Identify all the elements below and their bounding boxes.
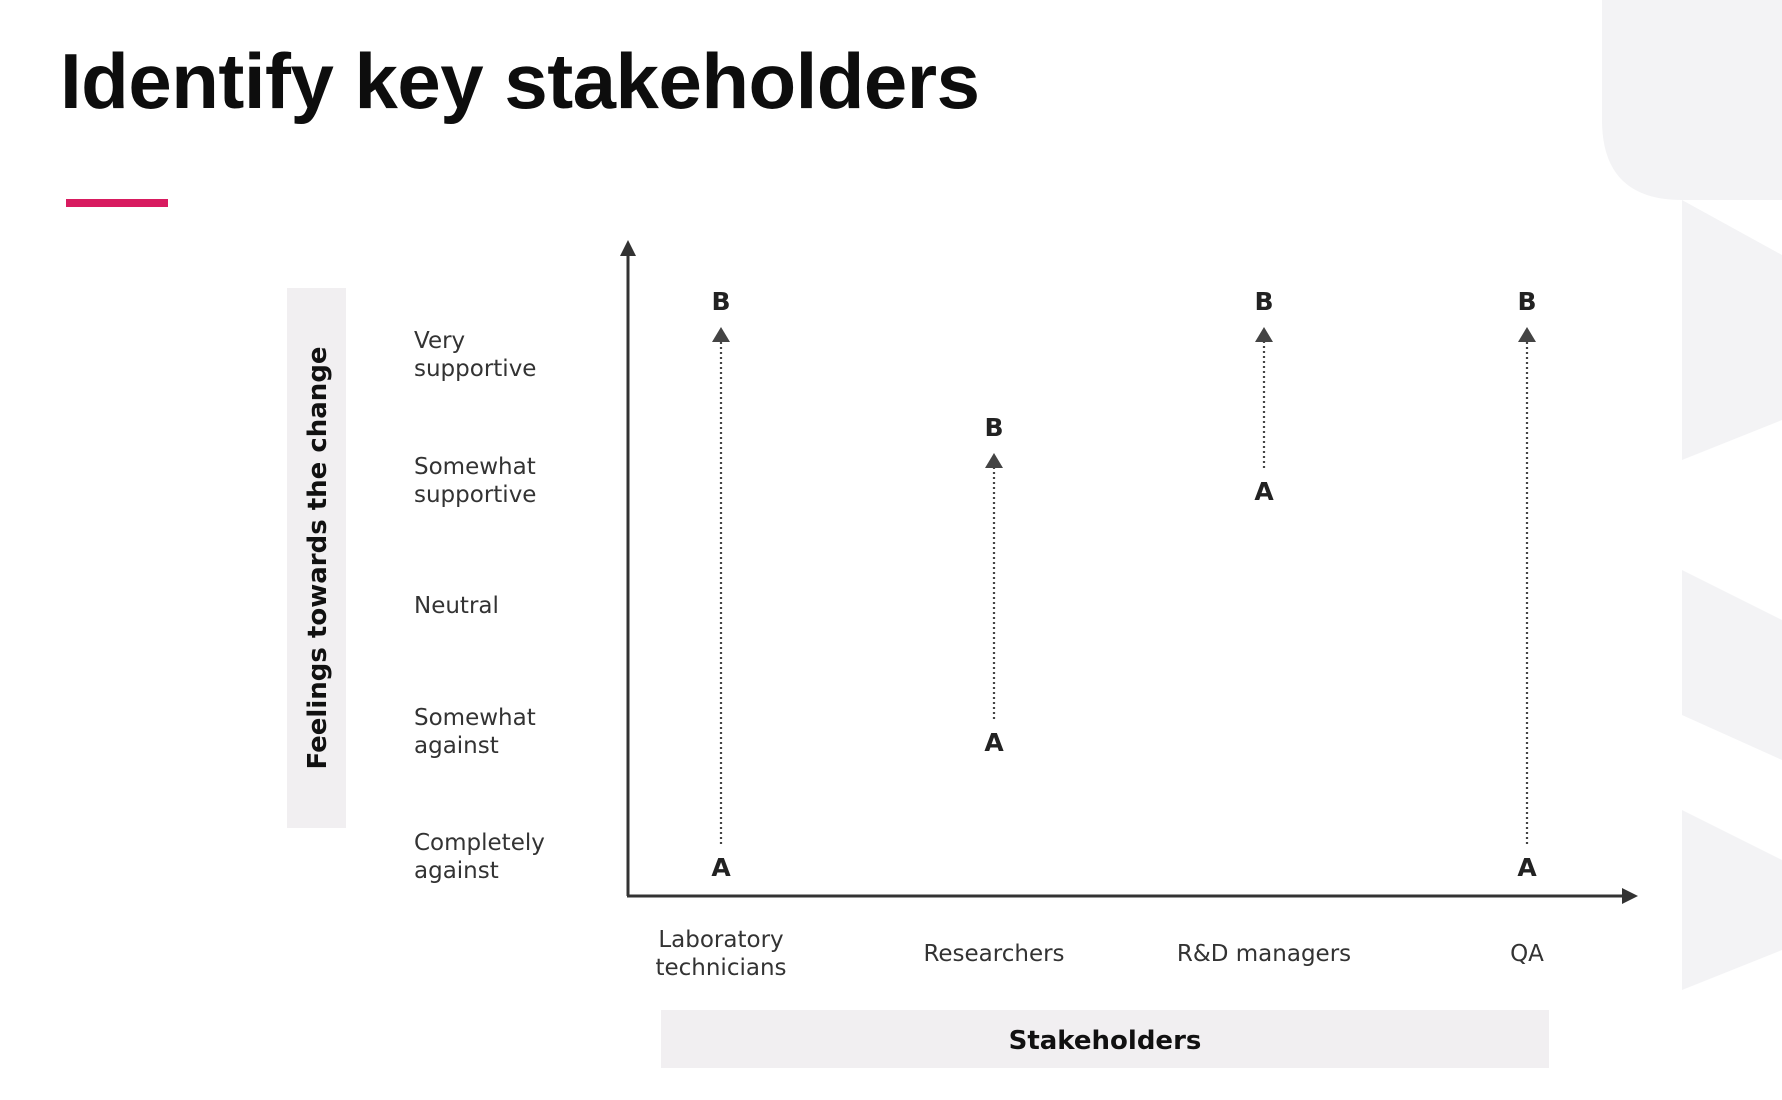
arrowhead [1518,327,1536,342]
movement-arrow: AB [1517,287,1537,882]
x-axis-arrowhead [1622,888,1638,904]
start-marker-a: A [711,853,731,882]
y-level-label: Somewhat against [414,705,536,759]
end-marker-b: B [1517,287,1536,316]
y-level-label: Very supportive [414,328,536,382]
arrowhead [985,453,1003,468]
x-axis-title: Stakeholders [1009,1026,1202,1056]
start-marker-a: A [1254,477,1274,506]
x-category-label: QA [1510,941,1544,967]
start-marker-a: A [1517,853,1537,882]
y-level-label: Completely against [414,830,545,884]
end-marker-b: B [984,413,1003,442]
x-category-label: Laboratory technicians [655,927,786,981]
y-level-label: Somewhat supportive [414,454,536,508]
arrowhead [1255,327,1273,342]
x-axis-title-band [661,1010,1549,1068]
y-axis-title-band [287,288,346,828]
slide-title: Identify key stakeholders [60,37,980,125]
y-level-label: Neutral [414,593,499,619]
background-decoration [1602,0,1782,990]
end-marker-b: B [711,287,730,316]
title-accent-rule [66,199,168,207]
x-category-label: Researchers [923,941,1064,967]
movement-arrow: AB [984,413,1004,757]
end-marker-b: B [1254,287,1273,316]
y-axis-arrowhead [620,240,636,256]
movement-arrow: AB [711,287,731,882]
arrowhead [712,327,730,342]
movement-arrow: AB [1254,287,1274,506]
start-marker-a: A [984,728,1004,757]
y-axis-title: Feelings towards the change [303,346,333,769]
x-category-label: R&D managers [1177,941,1351,967]
